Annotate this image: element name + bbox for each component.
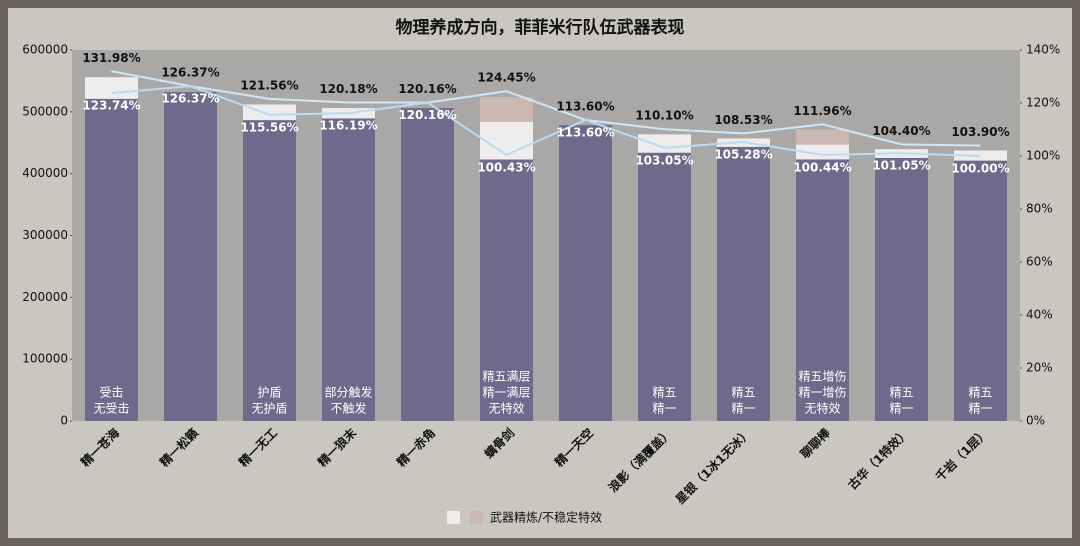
bar-note: 精五 — [652, 386, 676, 400]
bar — [638, 152, 691, 421]
bar — [480, 97, 533, 122]
y-tick-label: 0 — [60, 414, 68, 428]
bar-note: 精五满层 — [482, 370, 530, 384]
y2-tick-label: 20% — [1026, 361, 1053, 375]
chart-title: 物理养成方向，菲菲米行队伍武器表现 — [396, 17, 685, 38]
data-label: 113.60% — [556, 125, 614, 139]
legend-swatch — [470, 511, 483, 524]
data-label: 100.44% — [793, 160, 851, 174]
bar — [243, 104, 296, 121]
data-label: 104.40% — [872, 124, 930, 138]
y2-tick-label: 80% — [1026, 202, 1053, 216]
data-label: 131.98% — [82, 51, 140, 65]
y-tick-label: 400000 — [22, 166, 68, 180]
line — [111, 70, 981, 147]
bar-note: 不触发 — [330, 401, 366, 416]
bar — [875, 157, 928, 421]
bar-note: 无护盾 — [251, 402, 287, 416]
bar — [164, 92, 217, 422]
bar-note: 精五增伤 — [798, 370, 846, 384]
bar-note: 精一满层 — [482, 386, 530, 400]
bar — [796, 129, 849, 145]
data-label: 120.16% — [398, 82, 456, 96]
bar-note: 无特效 — [804, 401, 840, 416]
y-tick-label: 500000 — [22, 104, 68, 118]
data-label: 115.56% — [240, 120, 298, 134]
y-tick-label: 200000 — [22, 290, 68, 304]
data-label: 103.90% — [951, 125, 1009, 139]
bar-note: 无受击 — [93, 402, 129, 416]
data-label: 100.43% — [477, 160, 535, 174]
bar-note: 精一 — [889, 402, 913, 416]
bar — [401, 108, 454, 421]
bar — [638, 134, 691, 153]
data-label: 121.56% — [240, 78, 298, 92]
y2-tick-label: 140% — [1026, 43, 1060, 57]
bar — [954, 160, 1007, 422]
data-label: 120.18% — [319, 82, 377, 96]
bar-note: 部分触发 — [324, 385, 372, 400]
data-label: 105.28% — [714, 148, 772, 162]
y2-tick-label: 0% — [1026, 414, 1045, 428]
bar — [717, 146, 770, 422]
bar — [243, 120, 296, 421]
bar-note: 精一 — [968, 402, 992, 416]
bar — [480, 159, 533, 421]
bar — [796, 159, 849, 421]
bar-note: 精五 — [968, 386, 992, 400]
data-label: 100.00% — [951, 162, 1009, 176]
y2-tick-label: 120% — [1026, 96, 1060, 110]
line — [111, 85, 981, 157]
y2-tick-label: 100% — [1026, 149, 1060, 163]
y-tick-label: 600000 — [22, 43, 68, 57]
data-label: 123.74% — [82, 99, 140, 113]
bar-note: 精一 — [652, 402, 676, 416]
data-label: 108.53% — [714, 113, 772, 127]
data-label: 103.05% — [635, 153, 693, 167]
data-label: 111.96% — [793, 104, 851, 118]
bar-note: 受击 — [99, 386, 123, 400]
bar-note: 精一 — [731, 402, 755, 416]
bar — [322, 118, 375, 422]
legend-swatch — [447, 511, 460, 524]
plot-area — [72, 50, 1020, 421]
data-label: 120.16% — [398, 108, 456, 122]
y-tick-label: 300000 — [22, 228, 68, 242]
bar — [480, 121, 533, 160]
bar — [85, 77, 138, 99]
data-label: 110.10% — [635, 109, 693, 123]
bar-note: 精五 — [731, 386, 755, 400]
bar-note: 护盾 — [257, 386, 281, 400]
legend-label: 武器精炼/不稳定特效 — [490, 510, 602, 525]
y2-tick-label: 60% — [1026, 255, 1053, 269]
data-label: 124.45% — [477, 71, 535, 85]
y-tick-label: 100000 — [22, 352, 68, 366]
bar-note: 精一增伤 — [798, 386, 846, 400]
y2-tick-label: 40% — [1026, 308, 1053, 322]
bar — [85, 98, 138, 422]
data-label: 126.37% — [161, 92, 219, 106]
bar-note: 精五 — [889, 386, 913, 400]
bar-note: 无特效 — [488, 401, 524, 416]
bar — [559, 125, 612, 421]
data-label: 126.37% — [161, 66, 219, 80]
data-label: 101.05% — [872, 159, 930, 173]
data-label: 113.60% — [556, 99, 614, 113]
bar — [796, 144, 849, 160]
data-label: 116.19% — [319, 119, 377, 133]
